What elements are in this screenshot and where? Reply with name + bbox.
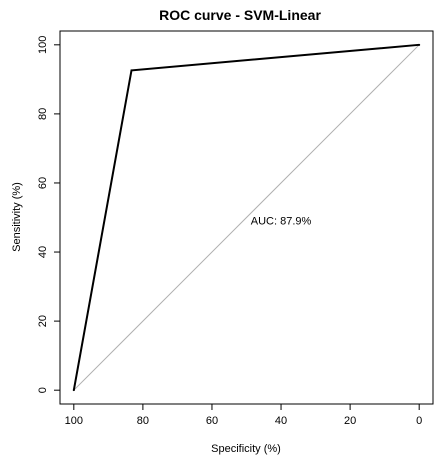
chart-title: ROC curve - SVM-Linear [159,7,321,23]
y-tick-label: 20 [37,315,49,327]
y-axis-label: Sensitivity (%) [11,182,23,252]
y-tick-label: 60 [37,177,49,189]
x-axis-label: Specificity (%) [211,443,281,455]
reference-diagonal-line [73,44,420,391]
roc-point [130,69,133,72]
x-tick-label: 20 [344,415,356,427]
y-tick-label: 0 [37,387,49,393]
x-tick-label: 100 [65,415,83,427]
auc-annotation: AUC: 87.9% [251,215,312,227]
roc-point [72,389,75,392]
plot-frame [59,30,434,405]
x-axis: 100 80 60 40 20 0 [65,404,422,427]
x-tick-label: 80 [137,415,149,427]
y-tick-label: 80 [37,108,49,120]
y-tick-label: 100 [37,36,49,54]
y-tick-label: 40 [37,246,49,258]
x-tick-label: 0 [416,415,422,427]
y-axis: 0 20 40 60 80 100 [37,36,60,393]
x-tick-label: 60 [206,415,218,427]
roc-point [418,43,421,46]
x-tick-label: 40 [275,415,287,427]
roc-curve-points [72,43,421,392]
